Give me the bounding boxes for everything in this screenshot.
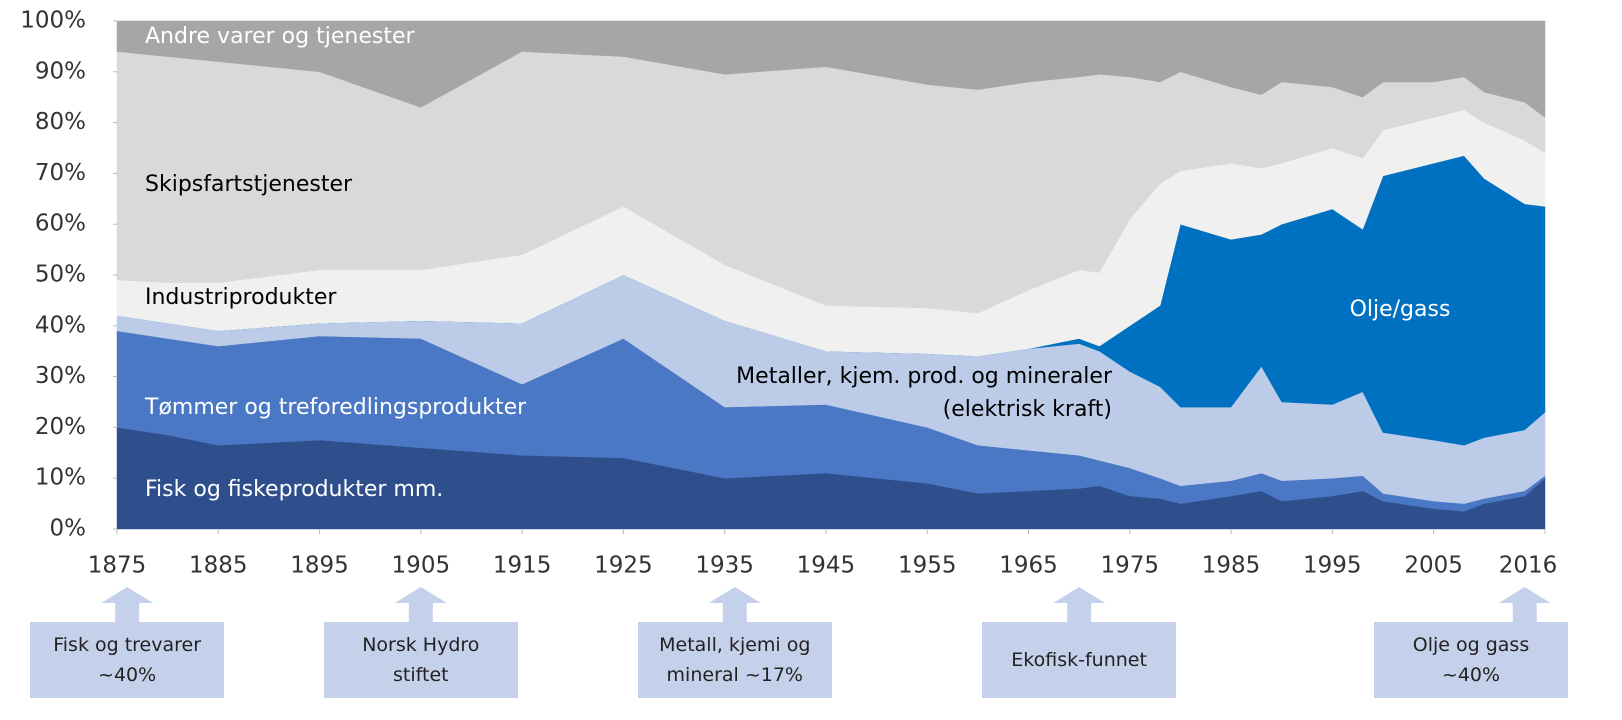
y-tick-label: 50% (35, 262, 86, 288)
area (116, 20, 1546, 118)
y-tick-label: 0% (50, 516, 87, 542)
x-tick-label: 1975 (1100, 553, 1159, 579)
annotation-text: Norsk Hydro (362, 634, 480, 656)
y-tick-label: 10% (35, 465, 86, 491)
annotation-text: Olje og gass (1412, 634, 1530, 656)
annotation-text: ~40% (98, 664, 157, 686)
series-label: Tømmer og treforedlingsprodukter (144, 395, 527, 420)
annotation-text: Ekofisk-funnet (1011, 649, 1147, 671)
x-tick-label: 1955 (898, 553, 957, 579)
arrow (1498, 587, 1551, 622)
series-label: Olje/gass (1350, 297, 1451, 322)
x-tick-label: 1925 (594, 553, 653, 579)
series-label: Industriprodukter (145, 285, 337, 310)
annotation-text: mineral ~17% (666, 664, 803, 686)
y-tick-label: 30% (35, 363, 86, 389)
annotation-text: Metall, kjemi og (659, 634, 811, 656)
x-tick-label: 1965 (999, 553, 1058, 579)
y-tick-label: 40% (35, 312, 86, 338)
x-tick-label: 1875 (88, 553, 147, 579)
series-label: Fisk og fiskeprodukter mm. (145, 477, 443, 502)
y-tick-label: 20% (35, 414, 86, 440)
series-label: Andre varer og tjenester (145, 24, 415, 49)
x-tick-label: 1915 (493, 553, 552, 579)
x-tick-label: 1895 (290, 553, 349, 579)
annotation-text: stiftet (393, 664, 449, 686)
y-tick-label: 90% (35, 58, 86, 84)
x-tick-label: 1935 (695, 553, 754, 579)
y-tick-label: 100% (20, 8, 86, 34)
x-tick-label: 2016 (1499, 553, 1558, 579)
series-label: Metaller, kjem. prod. og mineraler (elek… (736, 364, 1112, 422)
series-label: Skipsfartstjenester (145, 172, 353, 197)
x-tick-label: 1905 (392, 553, 451, 579)
annotation-box: Olje og gass ~40% (1374, 622, 1568, 698)
annotation-text: ~40% (1441, 664, 1501, 686)
x-tick-label: 2005 (1404, 553, 1463, 579)
annotation-box: Norsk Hydro stiftet (323, 622, 518, 698)
arrow (708, 587, 761, 622)
annotation-box: Metall, kjemi og mineral ~17% (637, 622, 832, 698)
annotation-box: Ekofisk-funnet (982, 622, 1177, 698)
y-tick-label: 70% (35, 160, 86, 186)
arrow (101, 587, 154, 622)
x-tick-label: 1945 (797, 553, 856, 579)
x-tick-label: 1995 (1303, 553, 1362, 579)
y-tick-label: 80% (35, 109, 86, 135)
x-tick-label: 1885 (189, 553, 248, 579)
annotation-box: Fisk og trevarer ~40% (30, 622, 225, 698)
y-tick-label: 60% (35, 211, 86, 237)
annotation-text: Fisk og trevarer (53, 634, 202, 656)
arrow (394, 587, 447, 622)
x-tick-label: 1985 (1202, 553, 1261, 579)
arrow (1053, 587, 1106, 622)
